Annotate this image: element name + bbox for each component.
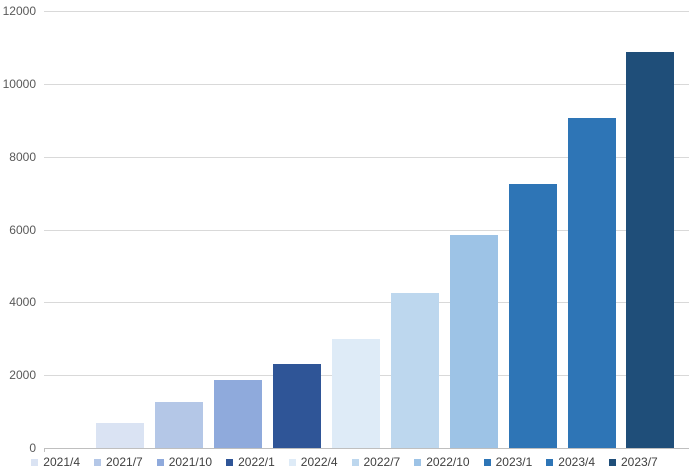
bar-2023-7 <box>626 52 675 448</box>
plot-area <box>91 11 680 448</box>
y-axis-tick-label: 8000 <box>9 149 36 164</box>
y-axis-tick-label: 2000 <box>9 368 36 383</box>
legend-item-2022-4: 2022/4 <box>288 455 338 469</box>
legend-item-2022-7: 2022/7 <box>351 455 401 469</box>
legend-item-2023-1: 2023/1 <box>483 455 533 469</box>
legend-label: 2022/1 <box>238 455 275 469</box>
y-gridline <box>44 156 689 158</box>
legend-label: 2023/1 <box>495 455 533 469</box>
x-axis-line <box>44 448 689 449</box>
y-axis-tick-label: 12000 <box>2 4 36 18</box>
bar-2023-4 <box>567 118 616 448</box>
legend-item-2022-10: 2022/10 <box>414 455 470 469</box>
y-gridline <box>44 83 689 85</box>
legend-swatch-icon <box>351 458 359 466</box>
legend-label: 2021/7 <box>106 455 143 469</box>
bar-2022-10 <box>449 234 498 448</box>
legend-item-2023-7: 2023/7 <box>609 455 658 469</box>
legend-label: 2021/4 <box>43 455 80 469</box>
y-axis-tick-label: 0 <box>29 441 36 455</box>
x-axis-origin-tick <box>44 448 45 452</box>
bar-2021-4 <box>96 423 145 448</box>
bar-2023-1 <box>508 183 557 448</box>
legend-item-2021-4: 2021/4 <box>31 455 80 469</box>
bar-2022-7 <box>390 292 439 448</box>
legend-item-2023-4: 2023/4 <box>546 455 595 469</box>
legend-swatch-icon <box>31 458 39 466</box>
legend-swatch-icon <box>414 458 422 466</box>
legend-swatch-icon <box>94 458 101 466</box>
y-axis-tick-label: 10000 <box>2 76 36 91</box>
y-gridline <box>44 11 689 12</box>
y-gridline <box>44 229 689 231</box>
legend-swatch-icon <box>546 458 554 466</box>
legend-swatch-icon <box>288 458 296 466</box>
legend-swatch-icon <box>609 458 616 466</box>
bar-2022-4 <box>332 338 380 448</box>
bar-2022-1 <box>273 363 322 448</box>
legend-swatch-icon <box>156 458 164 466</box>
legend-label: 2022/4 <box>300 455 338 469</box>
bar-2021-7 <box>155 402 204 448</box>
legend-item-2022-1: 2022/1 <box>226 455 275 469</box>
legend-item-2021-7: 2021/7 <box>94 455 143 469</box>
bar-2021-10 <box>214 379 263 448</box>
legend-item-2021-10: 2021/10 <box>156 455 213 469</box>
legend-swatch-icon <box>483 458 491 466</box>
legend-label: 2022/10 <box>426 455 470 469</box>
y-gridline <box>44 302 689 304</box>
legend-swatch-icon <box>226 458 234 466</box>
y-axis-tick-label: 6000 <box>9 222 36 237</box>
legend-label: 2023/7 <box>621 455 658 469</box>
legend-label: 2021/10 <box>168 455 213 469</box>
legend-label: 2023/4 <box>558 455 595 469</box>
legend: 2021/4 2021/7 2021/10 2022/1 2022/4 2022/7 202… <box>0 454 689 470</box>
legend-label: 2022/7 <box>363 455 401 469</box>
y-axis-tick-label: 4000 <box>9 295 36 310</box>
